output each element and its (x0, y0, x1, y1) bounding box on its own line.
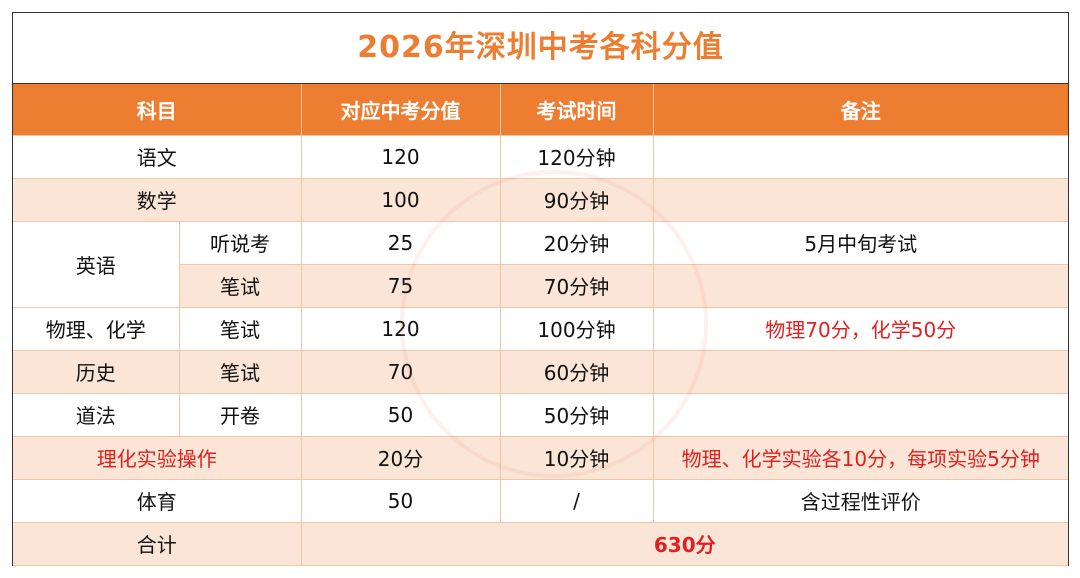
time-cell: / (499, 478, 654, 523)
score-cell: 100 (300, 177, 501, 222)
note-cell (652, 263, 1068, 308)
table-row: 物理、化学 笔试 120 100分钟 物理70分，化学50分 (13, 306, 1068, 351)
subject-cell: 道法 (13, 392, 180, 437)
score-cell: 50 (300, 478, 501, 523)
note-cell: 含过程性评价 (652, 478, 1068, 523)
score-cell: 50 (300, 392, 501, 437)
note-cell (652, 349, 1068, 394)
note-cell: 5月中旬考试 (652, 220, 1068, 265)
table-row: 语文 120 120分钟 (13, 134, 1068, 179)
table-row: 数学 100 90分钟 (13, 177, 1068, 222)
subject-cell: 理化实验操作 (13, 435, 302, 480)
subject-cell: 数学 (13, 177, 302, 222)
header-note: 备注 (652, 84, 1068, 135)
time-cell: 120分钟 (499, 134, 654, 179)
note-cell (652, 134, 1068, 179)
table-row: 体育 50 / 含过程性评价 (13, 478, 1068, 523)
subject-cell: 语文 (13, 134, 302, 179)
page-title: 2026年深圳中考各科分值 (13, 13, 1068, 84)
time-cell: 90分钟 (499, 177, 654, 222)
note-cell: 物理、化学实验各10分，每项实验5分钟 (652, 435, 1068, 480)
score-cell: 20分 (300, 435, 501, 480)
note-cell (652, 392, 1068, 437)
subject-cell: 历史 (13, 349, 180, 394)
total-value-cell: 630分 (300, 521, 1068, 566)
table-row: 道法 开卷 50 50分钟 (13, 392, 1068, 437)
table-row-total: 合计 630分 (13, 521, 1068, 566)
time-cell: 50分钟 (499, 392, 654, 437)
table-row: 历史 笔试 70 60分钟 (13, 349, 1068, 394)
table-row: 英语 听说考 25 20分钟 5月中旬考试 (13, 220, 1068, 308)
part-cell: 笔试 (178, 349, 302, 394)
score-cell: 120 (300, 306, 501, 351)
score-table: 科目 对应中考分值 考试时间 备注 语文 120 120分钟 数学 100 90… (13, 84, 1068, 566)
score-cell: 25 (300, 220, 501, 265)
header-subject: 科目 (13, 84, 302, 135)
part-cell: 笔试 (179, 263, 302, 308)
table-row: 理化实验操作 20分 10分钟 物理、化学实验各10分，每项实验5分钟 (13, 435, 1068, 480)
part-cell: 听说考 (178, 220, 302, 265)
score-cell: 75 (300, 263, 501, 308)
note-cell: 物理70分，化学50分 (652, 306, 1068, 351)
time-cell: 20分钟 (499, 220, 654, 265)
time-cell: 10分钟 (499, 435, 654, 480)
time-cell: 60分钟 (499, 349, 654, 394)
subject-cell: 英语 (13, 220, 180, 308)
subject-cell: 物理、化学 (13, 306, 180, 351)
total-label-cell: 合计 (13, 521, 302, 566)
subject-cell: 体育 (13, 478, 302, 523)
time-cell: 70分钟 (499, 263, 654, 308)
score-cell: 120 (300, 134, 501, 179)
table-header-row: 科目 对应中考分值 考试时间 备注 (13, 84, 1068, 135)
score-cell: 70 (300, 349, 501, 394)
score-table-frame: 2026年深圳中考各科分值 科目 对应中考分值 考试时间 备注 语文 120 1… (12, 12, 1069, 566)
part-cell: 笔试 (178, 306, 302, 351)
note-cell (652, 177, 1068, 222)
time-cell: 100分钟 (499, 306, 654, 351)
header-time: 考试时间 (499, 84, 654, 135)
part-cell: 开卷 (178, 392, 302, 437)
header-score: 对应中考分值 (300, 84, 501, 135)
